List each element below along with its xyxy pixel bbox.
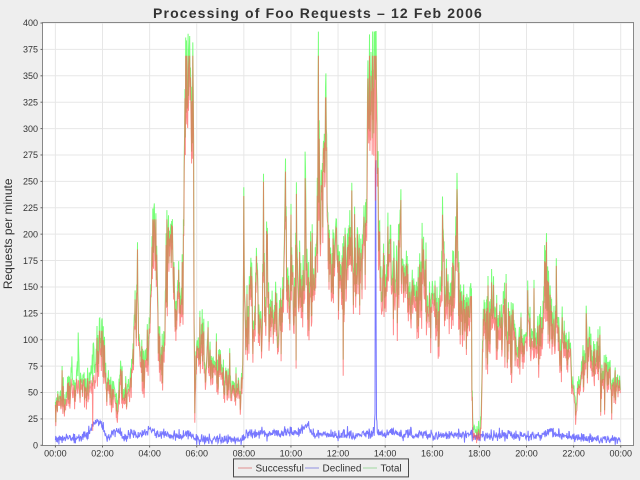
svg-text:Declined: Declined bbox=[323, 464, 362, 475]
svg-text:00:00: 00:00 bbox=[44, 449, 67, 459]
svg-text:50: 50 bbox=[28, 388, 38, 398]
svg-text:75: 75 bbox=[28, 361, 38, 371]
svg-text:175: 175 bbox=[23, 256, 38, 266]
svg-text:100: 100 bbox=[23, 335, 38, 345]
svg-text:10:00: 10:00 bbox=[280, 449, 303, 459]
svg-text:Successful: Successful bbox=[256, 464, 304, 475]
svg-text:400: 400 bbox=[23, 18, 38, 28]
svg-text:200: 200 bbox=[23, 229, 38, 239]
svg-text:Total: Total bbox=[381, 464, 402, 475]
svg-text:250: 250 bbox=[23, 177, 38, 187]
svg-text:325: 325 bbox=[23, 97, 38, 107]
svg-text:275: 275 bbox=[23, 150, 38, 160]
svg-text:300: 300 bbox=[23, 124, 38, 134]
svg-text:0: 0 bbox=[33, 441, 38, 451]
svg-text:08:00: 08:00 bbox=[233, 449, 256, 459]
svg-text:Requests per minute: Requests per minute bbox=[1, 178, 15, 289]
svg-text:25: 25 bbox=[28, 414, 38, 424]
svg-text:Processing of Foo Requests – 1: Processing of Foo Requests – 12 Feb 2006 bbox=[153, 5, 483, 21]
svg-text:225: 225 bbox=[23, 203, 38, 213]
svg-text:150: 150 bbox=[23, 282, 38, 292]
svg-text:02:00: 02:00 bbox=[91, 449, 114, 459]
svg-text:14:00: 14:00 bbox=[374, 449, 397, 459]
svg-text:350: 350 bbox=[23, 71, 38, 81]
svg-text:12:00: 12:00 bbox=[327, 449, 350, 459]
svg-text:18:00: 18:00 bbox=[468, 449, 491, 459]
svg-text:00:00: 00:00 bbox=[609, 449, 632, 459]
svg-text:375: 375 bbox=[23, 45, 38, 55]
svg-text:16:00: 16:00 bbox=[421, 449, 444, 459]
svg-text:125: 125 bbox=[23, 309, 38, 319]
svg-text:04:00: 04:00 bbox=[138, 449, 161, 459]
svg-text:22:00: 22:00 bbox=[562, 449, 585, 459]
svg-text:20:00: 20:00 bbox=[515, 449, 538, 459]
svg-text:06:00: 06:00 bbox=[185, 449, 208, 459]
